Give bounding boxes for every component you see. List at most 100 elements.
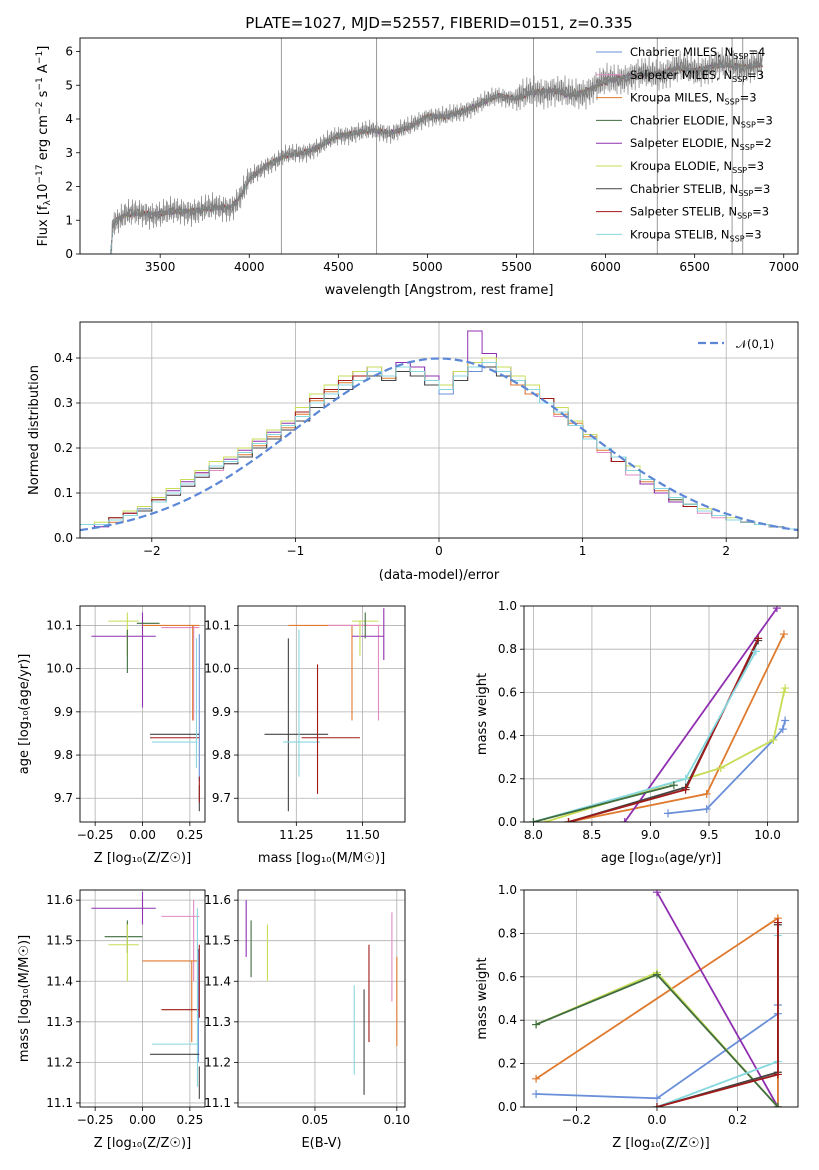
axes-age-vs-Z: −0.25 0.00 0.25 9.7 9.8 9.9 10.0 10.1 Z [log₁₀(Z… [17,605,206,866]
x-tick-label: 7000 [768,260,799,274]
series-marker [773,918,782,927]
series-marker [781,684,790,693]
legend-entry: Kroupa ELODIE, NSSP=3 [630,159,764,175]
x-tick-label: 2 [722,544,730,558]
plot-area-age-vs-mass [264,608,385,812]
plot-area-age-vs-Z [91,612,200,812]
x-tick-label: −1 [287,544,305,558]
series-marker [564,818,573,822]
y-tick-label: 10.1 [204,618,231,632]
series-line [623,607,778,822]
x-tick-label: 10.0 [754,828,781,842]
axes-mass-vs-Z: −0.25 0.00 0.25 11.1 11.2 11.3 11.4 11.5 11.6 Z [… [17,889,206,1151]
y-tick-label: 0 [65,247,73,261]
series-marker [702,789,711,798]
axes-mass-vs-ebv: 0.05 0.10 11.1 11.2 11.3 11.4 11.5 11.6 E(B-V) [204,889,410,1151]
x-axis-label: wavelength [Angstrom, rest frame] [325,283,554,298]
axes-age-vs-mass: 11.25 11.50 9.7 9.8 9.9 10.0 10.1 mass [log₁₀(M… [204,605,406,866]
y-tick-label: 9.7 [54,791,73,805]
y-tick-label: 2 [65,180,73,194]
plot-area-weight-vs-Z [532,890,782,1107]
axes-residuals: −2 −1 0 1 2 0.0 0.1 0.2 0.3 0.4 (data-model)/error… [27,321,799,583]
x-tick-label: −0.25 [77,1113,114,1127]
x-axis-label: Z [log₁₀(Z/Z☉)] [612,1136,709,1151]
series-marker [751,647,760,656]
axes-weight-vs-age: 8.0 8.5 9.0 9.5 10.0 0.0 0.2 0.4 0.6 0.8 1.0 age [l… [475,599,799,866]
axes-frame [237,605,406,823]
y-tick-label: 0.6 [498,970,517,984]
y-tick-label: 0.6 [498,685,517,699]
series-line [533,650,757,822]
y-tick-label: 11.2 [46,1055,73,1069]
axes-frame [523,605,799,823]
series-line [533,784,675,822]
y-tick-label: 0.8 [498,926,517,940]
x-tick-label: 0.25 [176,828,203,842]
series-marker [664,809,673,818]
legend-entry: Kroupa MILES, NSSP=3 [630,91,757,107]
axes-spectrum: 3500 4000 4500 5000 5500 6000 6500 7000 0 1 2 3 4 5 6 P… [35,14,799,298]
histogram-step [80,362,798,530]
y-tick-label: 11.4 [46,974,73,988]
series-marker [529,818,538,822]
series-marker [620,818,629,822]
chart-title: PLATE=1027, MJD=52557, FIBERID=0151, z=0… [245,14,632,32]
y-tick-label: 10.0 [46,662,73,676]
y-tick-label: 6 [65,45,73,59]
y-tick-label: 11.6 [204,893,231,907]
x-axis-label: (data-model)/error [379,568,500,583]
y-tick-label: 0.8 [498,642,517,656]
plot-area-spec [109,38,763,254]
x-tick-label: 5000 [412,260,443,274]
y-tick-label: 0.3 [54,396,73,410]
y-tick-label: 0.0 [498,815,517,829]
series-marker [773,1070,782,1079]
legend-entry: Chabrier STELIB, NSSP=3 [630,182,770,198]
legend-entry: Kroupa STELIB, NSSP=3 [630,227,762,243]
series-marker [681,774,690,783]
legend-entry: Salpeter MILES, NSSP=3 [630,68,764,84]
y-tick-label: 11.3 [204,1015,231,1029]
y-axis-label: age [log₁₀(age/yr)] [17,654,32,775]
series-marker [702,805,711,814]
legend-entry: Chabrier ELODIE, NSSP=3 [630,113,773,129]
series-marker [532,1020,541,1029]
legend-entry: Chabrier MILES, NSSP=4 [630,45,765,61]
x-axis-label: E(B-V) [301,1136,341,1151]
series-marker [652,1094,661,1103]
x-tick-label: 3500 [145,260,176,274]
y-axis-label: mass weight [475,957,490,1039]
series-marker [652,970,661,979]
series-marker [778,725,787,734]
gaussian-curve [80,357,798,532]
series-marker [681,785,690,794]
x-axis-label: Z [log₁₀(Z/Z☉)] [94,1136,191,1151]
y-tick-label: 0.2 [54,441,73,455]
y-tick-label: 4 [65,112,73,126]
y-axis-label: mass [log₁₀(M/M☉)] [17,935,32,1062]
x-tick-label: 1 [579,544,587,558]
plot-area-mass-vs-ebv [245,900,398,1095]
x-tick-label: −0.25 [77,828,114,842]
y-tick-label: 10.0 [204,662,231,676]
y-tick-label: 0.1 [54,486,73,500]
x-tick-label: 11.25 [279,828,313,842]
y-tick-label: 11.5 [46,934,73,948]
x-tick-label: 0.0 [647,1113,666,1127]
series-marker [773,1103,782,1107]
x-tick-label: 6500 [679,260,710,274]
x-tick-label: 0.05 [302,1113,329,1127]
axes-frame [79,37,799,255]
x-tick-label: 6000 [590,260,621,274]
y-tick-label: 0.4 [498,729,517,743]
y-tick-label: 9.7 [212,791,231,805]
y-tick-label: 11.1 [46,1096,73,1110]
legend-entry: Salpeter STELIB, NSSP=3 [630,205,769,221]
series-marker [779,630,788,639]
y-tick-label: 0.2 [498,1057,517,1071]
plot-area-hist [80,330,798,532]
histogram-step [80,357,798,530]
plot-area-mass-vs-Z [91,892,200,1099]
x-tick-label: 0.25 [176,1113,203,1127]
